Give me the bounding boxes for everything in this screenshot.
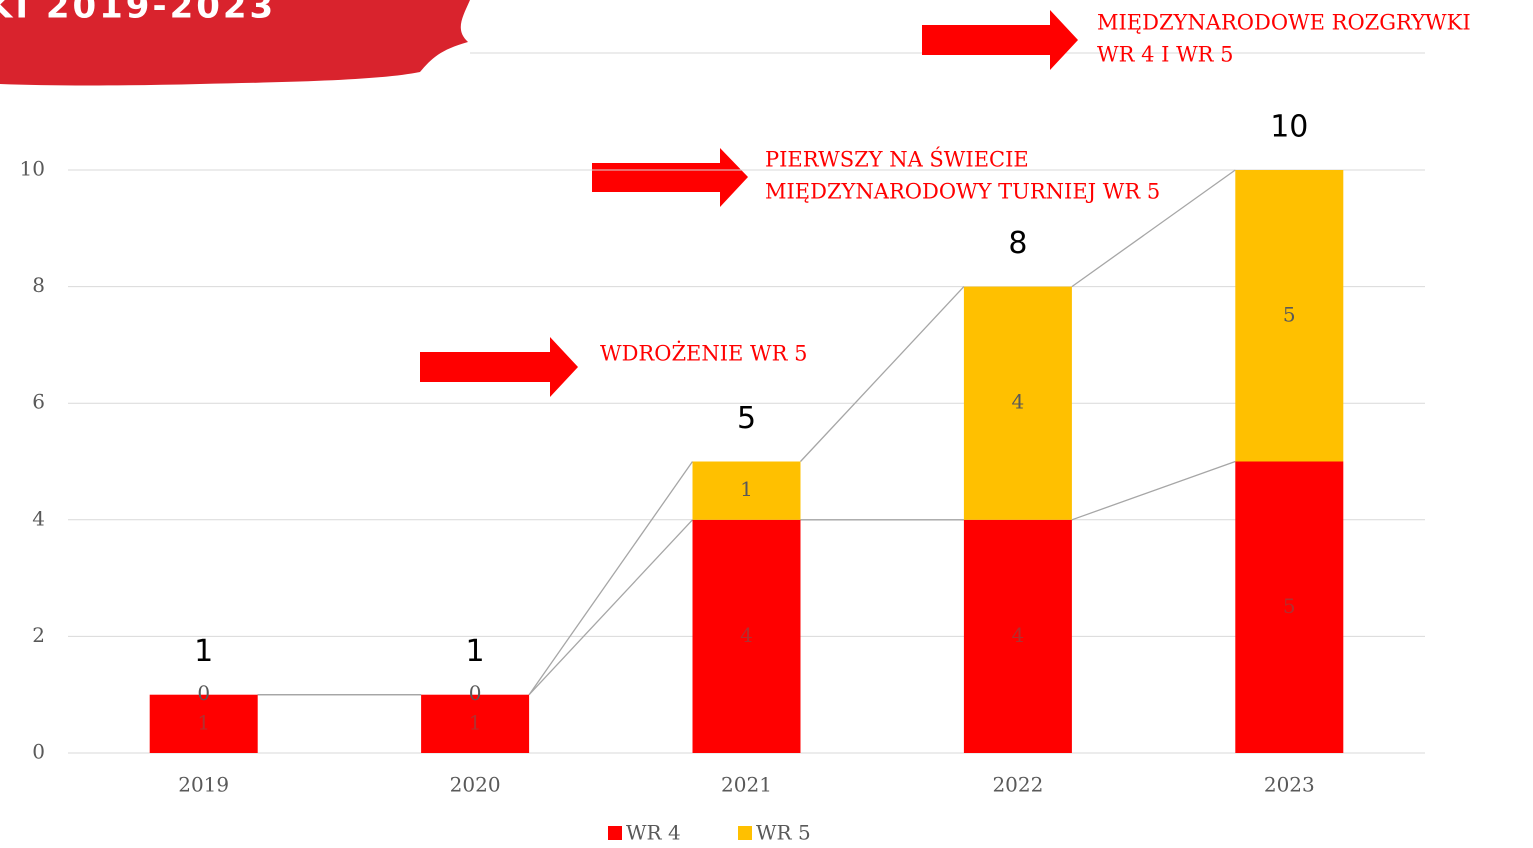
segment-label: 1 [740,477,753,501]
header-banner [0,0,470,86]
annotation: PIERWSZY NA ŚWIECIE [765,147,1029,172]
segment-label: 0 [469,681,482,705]
segment-label: 4 [740,623,753,647]
x-tick-label: 2020 [450,773,501,797]
total-label: 5 [737,401,756,436]
y-tick-label: 8 [32,273,45,297]
x-tick-label: 2022 [992,773,1043,797]
legend-swatch [608,826,622,840]
annotation: WDROŻENIE WR 5 [600,342,807,366]
series-line [528,519,693,696]
arrow [420,337,578,397]
annotation: MIĘDZYNARODOWY TURNIEJ WR 5 [765,180,1160,204]
y-tick-label: 10 [20,157,45,181]
bar-segment [963,519,1072,753]
segment-label: 5 [1283,594,1296,618]
legend-label: WR 5 [756,821,811,845]
segment-label: 4 [1012,623,1025,647]
segment-label: 1 [197,710,210,734]
x-tick-label: 2019 [178,773,229,797]
annotation: MIĘDZYNARODOWE ROZGRYWKI [1097,11,1471,35]
total-label: 10 [1270,110,1308,145]
arrow [592,148,748,207]
total-label: 1 [466,634,485,669]
bar-segment [963,286,1072,520]
bar-segment [1235,170,1344,462]
y-tick-label: 4 [32,506,45,530]
y-tick-label: 2 [32,623,45,647]
segment-label: 4 [1012,390,1025,414]
segment-label: 1 [469,710,482,734]
bar-segment [692,461,801,520]
y-tick-label: 0 [32,740,45,764]
bar-segment [692,519,801,753]
series-line [1071,169,1236,288]
bar-segment [149,694,258,753]
legend-swatch [738,826,752,840]
chart-title: KI 2019-2023 [0,0,276,27]
bar-segment [421,694,530,753]
x-tick-label: 2021 [721,773,772,797]
x-tick-label: 2023 [1264,773,1315,797]
legend-label: WR 4 [626,821,681,845]
series-line [1071,460,1236,521]
arrow [922,10,1078,70]
y-tick-label: 6 [32,390,45,414]
total-label: 1 [194,634,213,669]
segment-label: 0 [197,681,210,705]
series-line [528,461,694,696]
series-line [800,286,965,462]
segment-label: 5 [1283,302,1296,326]
bar-segment [1235,461,1344,753]
annotation: WR 4 I WR 5 [1097,43,1234,67]
total-label: 8 [1008,226,1027,261]
